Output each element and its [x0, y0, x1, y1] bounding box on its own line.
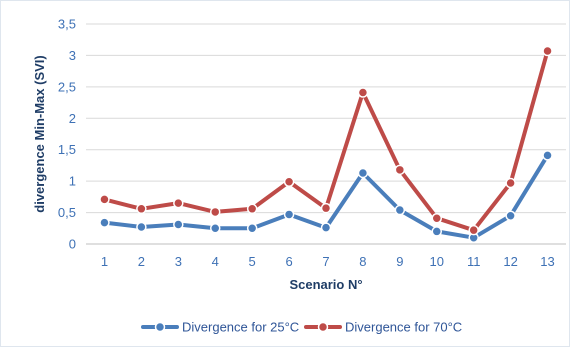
y-tick-label: 0,5: [58, 205, 76, 220]
legend-label: Divergence for 70°C: [345, 320, 462, 335]
x-tick-label: 4: [212, 254, 219, 269]
data-point: [209, 223, 221, 234]
legend-swatch-marker: [154, 321, 166, 333]
x-axis-title: Scenario N°: [289, 277, 362, 292]
y-tick-label: 1,5: [58, 142, 76, 157]
data-point: [283, 209, 295, 220]
data-point: [173, 197, 184, 209]
legend-item: Divergence for 70°C: [304, 320, 462, 335]
x-tick-label: 13: [540, 254, 554, 269]
line-chart: 00,511,522,533,5 1 2 3 4 5 6 7 8 9 10 11 12 13 diver…: [32, 17, 566, 335]
x-tick-label: 8: [359, 254, 366, 269]
x-tick-label: 2: [138, 254, 145, 269]
data-point: [357, 167, 369, 179]
x-tick-label: 3: [175, 254, 182, 269]
x-tick-label: 7: [322, 254, 329, 269]
x-axis-ticks: 1 2 3 4 5 6 7 8 9 10 11 12 13: [101, 254, 555, 269]
data-point: [246, 203, 258, 215]
x-tick-label: 5: [249, 254, 256, 269]
data-point: [283, 176, 295, 188]
series-1: [99, 150, 553, 243]
y-tick-label: 2,5: [58, 79, 76, 94]
y-tick-label: 3,5: [58, 17, 76, 32]
legend-swatch-marker: [317, 321, 329, 333]
data-point: [320, 222, 332, 233]
data-point: [136, 203, 147, 215]
y-tick-label: 0: [69, 237, 76, 252]
x-tick-label: 6: [285, 254, 292, 269]
y-axis-title: divergence Min-Max (SVI): [32, 55, 47, 212]
y-tick-label: 1: [69, 174, 76, 189]
data-point: [99, 194, 110, 205]
legend: Divergence for 25°C Divergence for 70°C: [141, 320, 462, 335]
data-point: [357, 87, 369, 98]
x-tick-label: 12: [503, 254, 517, 269]
data-point: [99, 217, 110, 228]
data-point: [542, 45, 553, 57]
series-group: [99, 45, 553, 243]
data-point: [394, 164, 406, 176]
data-point: [173, 219, 184, 230]
y-axis-ticks: 0 0,5 1 1,5 2 2,5 3 3,5: [58, 17, 76, 252]
data-point: [394, 204, 406, 216]
x-tick-label: 9: [396, 254, 403, 269]
data-point: [505, 210, 516, 221]
y-tick-label: 3: [69, 48, 76, 63]
data-point: [431, 226, 443, 237]
series-2: [99, 45, 553, 236]
data-point: [542, 150, 553, 161]
x-tick-label: 1: [101, 254, 108, 269]
data-point: [246, 223, 258, 234]
data-point: [431, 212, 443, 224]
legend-item: Divergence for 25°C: [141, 320, 299, 335]
gridlines: [86, 23, 566, 245]
data-point: [505, 177, 516, 189]
data-point: [209, 206, 221, 218]
data-point: [468, 224, 479, 236]
data-point: [320, 202, 332, 214]
x-tick-label: 10: [430, 254, 444, 269]
data-point: [136, 221, 147, 233]
legend-label: Divergence for 25°C: [182, 320, 299, 335]
y-tick-label: 2: [69, 111, 76, 126]
x-tick-label: 11: [467, 254, 481, 269]
